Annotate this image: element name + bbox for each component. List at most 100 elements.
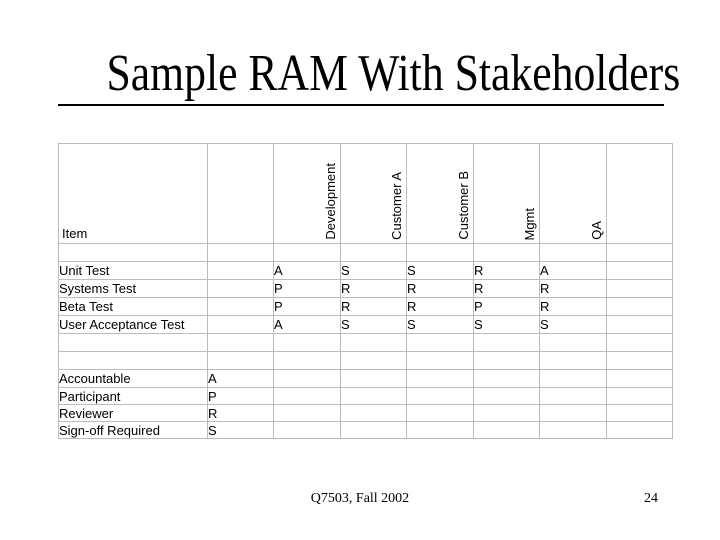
table-row-systems-test: Systems Test P R R R R [59, 280, 673, 298]
matrix-cell: S [540, 316, 607, 334]
legend-label: Accountable [59, 370, 208, 388]
empty-cell [274, 334, 341, 352]
empty-cell [540, 334, 607, 352]
empty-cell [341, 405, 407, 422]
empty-cell [407, 244, 474, 262]
row-label: User Acceptance Test [59, 316, 208, 334]
empty-cell [208, 244, 274, 262]
row-label: Beta Test [59, 298, 208, 316]
footer-course-label: Q7503, Fall 2002 [310, 491, 410, 506]
empty-cell [208, 280, 274, 298]
table-row-beta-test: Beta Test P R R P R [59, 298, 673, 316]
legend-row-participant: Participant P [59, 388, 673, 405]
empty-cell [341, 334, 407, 352]
empty-cell [607, 334, 673, 352]
empty-cell [208, 316, 274, 334]
empty-cell [407, 352, 474, 370]
matrix-cell: P [474, 298, 540, 316]
legend-label: Sign-off Required [59, 422, 208, 439]
matrix-cell: S [341, 262, 407, 280]
header-row: Item Development Customer A Customer B M… [59, 144, 673, 244]
empty-cell [474, 405, 540, 422]
empty-cell [540, 422, 607, 439]
matrix-cell: S [341, 316, 407, 334]
legend-label: Participant [59, 388, 208, 405]
empty-cell [607, 370, 673, 388]
matrix-cell: R [540, 280, 607, 298]
ram-table: Item Development Customer A Customer B M… [58, 143, 673, 439]
col-header-mgmt-label: Mgmt [522, 207, 537, 241]
empty-cell [474, 422, 540, 439]
empty-cell [208, 262, 274, 280]
col-header-customer-b-label: Customer B [456, 171, 471, 240]
legend-row-sign-off-required: Sign-off Required S [59, 422, 673, 439]
empty-cell [540, 405, 607, 422]
title-underline [58, 104, 664, 106]
empty-cell [274, 352, 341, 370]
matrix-cell: S [407, 316, 474, 334]
empty-cell [341, 352, 407, 370]
empty-cell [274, 244, 341, 262]
col-header-development: Development [274, 144, 341, 244]
empty-cell [274, 370, 341, 388]
empty-cell [274, 388, 341, 405]
empty-row [59, 334, 673, 352]
col-header-customer-b: Customer B [407, 144, 474, 244]
legend-code: S [208, 422, 274, 439]
empty-cell [407, 370, 474, 388]
empty-cell [59, 244, 208, 262]
spacer-row [59, 244, 673, 262]
row-label: Systems Test [59, 280, 208, 298]
matrix-cell: S [474, 316, 540, 334]
empty-cell [407, 422, 474, 439]
row-label: Unit Test [59, 262, 208, 280]
empty-cell [474, 244, 540, 262]
empty-cell [607, 316, 673, 334]
item-label: Item [62, 226, 88, 241]
empty-cell [607, 422, 673, 439]
empty-cell [607, 352, 673, 370]
empty-cell [208, 334, 274, 352]
empty-cell [407, 405, 474, 422]
empty-cell [607, 280, 673, 298]
empty-cell [208, 298, 274, 316]
matrix-cell: R [341, 280, 407, 298]
matrix-cell: R [407, 298, 474, 316]
legend-row-reviewer: Reviewer R [59, 405, 673, 422]
legend-code: R [208, 405, 274, 422]
empty-cell [407, 388, 474, 405]
matrix-cell: R [474, 262, 540, 280]
empty-cell [540, 244, 607, 262]
table-row-user-acceptance-test: User Acceptance Test A S S S S [59, 316, 673, 334]
empty-cell [474, 352, 540, 370]
matrix-cell: A [540, 262, 607, 280]
empty-cell [474, 370, 540, 388]
slide-title: Sample RAM With Stakeholders [106, 45, 681, 102]
legend-code: P [208, 388, 274, 405]
empty-cell [540, 352, 607, 370]
item-header-cell: Item [59, 144, 208, 244]
empty-cell [341, 244, 407, 262]
empty-cell [607, 244, 673, 262]
empty-cell [274, 405, 341, 422]
table-row-unit-test: Unit Test A S S R A [59, 262, 673, 280]
empty-cell [607, 262, 673, 280]
matrix-cell: R [407, 280, 474, 298]
empty-cell [607, 405, 673, 422]
col-header-customer-a-label: Customer A [389, 172, 404, 240]
empty-cell [341, 422, 407, 439]
col-header-mgmt: Mgmt [474, 144, 540, 244]
empty-header-cell [208, 144, 274, 244]
matrix-cell: R [540, 298, 607, 316]
matrix-cell: P [274, 280, 341, 298]
empty-cell [540, 388, 607, 405]
empty-cell [341, 370, 407, 388]
matrix-cell: R [474, 280, 540, 298]
empty-cell [407, 334, 474, 352]
matrix-cell: S [407, 262, 474, 280]
col-header-qa: QA [540, 144, 607, 244]
legend-row-accountable: Accountable A [59, 370, 673, 388]
col-header-development-label: Development [323, 163, 338, 240]
matrix-cell: P [274, 298, 341, 316]
empty-cell [474, 334, 540, 352]
